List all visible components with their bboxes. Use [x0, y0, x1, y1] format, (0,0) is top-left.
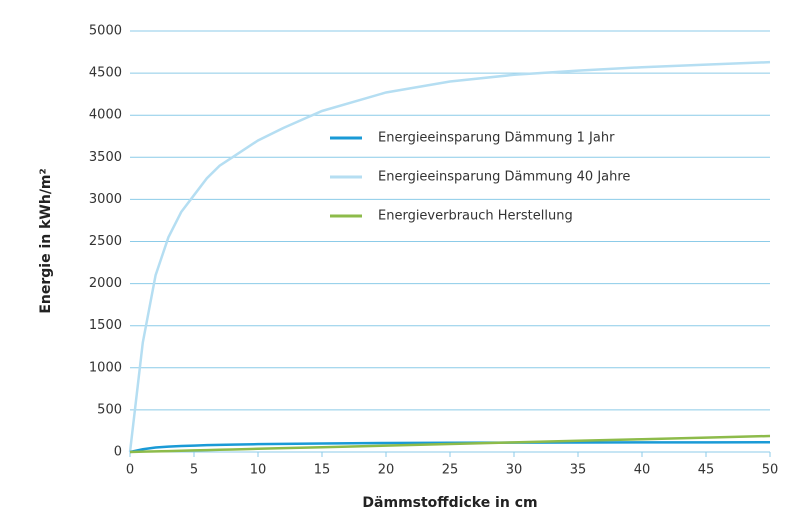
y-tick-label: 4000 [89, 108, 122, 123]
x-tick-label: 5 [190, 463, 198, 478]
x-axis-title: Dämmstoffdicke in cm [362, 495, 537, 511]
x-tick-label: 15 [314, 463, 331, 478]
y-tick-label: 3000 [89, 192, 122, 207]
y-tick-label: 2000 [89, 276, 122, 291]
x-tick-label: 40 [634, 463, 651, 478]
series-line [129, 440, 771, 454]
x-tick-label: 25 [442, 463, 459, 478]
series-line [128, 60, 771, 453]
y-axis-title: Energie in kWh/m² [38, 168, 54, 313]
y-tick-label: 0 [114, 445, 122, 460]
y-tick-label: 1000 [89, 360, 122, 375]
legend-label: Energieverbrauch Herstellung [378, 209, 573, 224]
y-tick-label: 5000 [89, 24, 122, 39]
legend-label: Energieeinsparung Dämmung 40 Jahre [378, 170, 630, 185]
x-tick-label: 35 [570, 463, 587, 478]
y-tick-label: 4500 [89, 66, 122, 81]
x-tick-label: 20 [378, 463, 395, 478]
x-tick-label: 50 [762, 463, 779, 478]
series-line [129, 434, 771, 454]
y-tick-label: 2500 [89, 234, 122, 249]
y-tick-label: 500 [97, 402, 122, 417]
x-tick-label: 0 [126, 463, 134, 478]
x-tick-label: 45 [698, 463, 715, 478]
x-tick-label: 10 [250, 463, 267, 478]
y-tick-label: 3500 [89, 150, 122, 165]
x-tick-label: 30 [506, 463, 523, 478]
y-tick-label: 1500 [89, 318, 122, 333]
legend-label: Energieeinsparung Dämmung 1 Jahr [378, 131, 615, 146]
